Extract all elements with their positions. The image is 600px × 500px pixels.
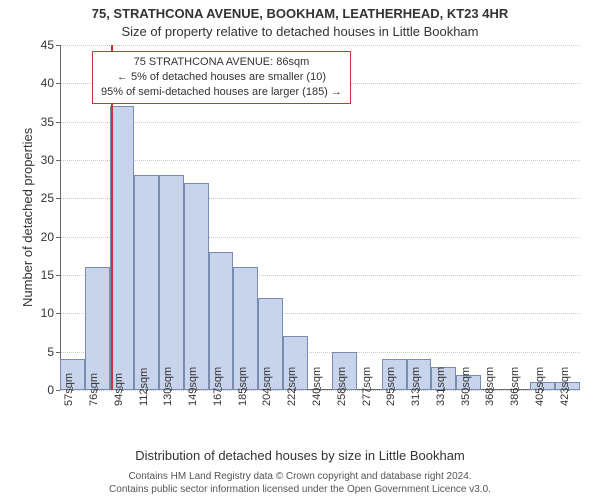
- y-axis-line: [60, 45, 61, 390]
- annotation-line-2: ← 5% of detached houses are smaller (10): [101, 70, 342, 85]
- histogram-bar: [134, 175, 159, 390]
- y-tick-label: 30: [4, 153, 54, 167]
- histogram-bar: [110, 106, 135, 390]
- y-tick-label: 45: [4, 38, 54, 52]
- y-tick-mark: [56, 198, 60, 199]
- figure-container: 75, STRATHCONA AVENUE, BOOKHAM, LEATHERH…: [0, 0, 600, 500]
- footer-line-1: Contains HM Land Registry data © Crown c…: [0, 470, 600, 483]
- title-line-2: Size of property relative to detached ho…: [0, 24, 600, 39]
- y-tick-mark: [56, 352, 60, 353]
- y-tick-mark: [56, 313, 60, 314]
- y-tick-label: 10: [4, 306, 54, 320]
- footer-line-2: Contains public sector information licen…: [0, 483, 600, 496]
- y-tick-label: 5: [4, 345, 54, 359]
- y-tick-label: 25: [4, 191, 54, 205]
- chart-plot-area: 05101520253035404557sqm76sqm94sqm112sqm1…: [60, 45, 580, 390]
- x-axis-label: Distribution of detached houses by size …: [0, 448, 600, 463]
- y-gridline: [60, 160, 580, 161]
- y-tick-mark: [56, 160, 60, 161]
- histogram-bar: [85, 267, 110, 390]
- annotation-line-3: 95% of semi-detached houses are larger (…: [101, 85, 342, 100]
- property-annotation-box: 75 STRATHCONA AVENUE: 86sqm← 5% of detac…: [92, 51, 351, 104]
- y-tick-mark: [56, 83, 60, 84]
- y-tick-mark: [56, 237, 60, 238]
- y-gridline: [60, 45, 580, 46]
- annotation-line-1: 75 STRATHCONA AVENUE: 86sqm: [101, 55, 342, 70]
- y-gridline: [60, 122, 580, 123]
- y-tick-label: 40: [4, 76, 54, 90]
- y-tick-label: 15: [4, 268, 54, 282]
- y-tick-label: 20: [4, 230, 54, 244]
- y-tick-label: 0: [4, 383, 54, 397]
- y-tick-mark: [56, 275, 60, 276]
- y-tick-label: 35: [4, 115, 54, 129]
- title-line-1: 75, STRATHCONA AVENUE, BOOKHAM, LEATHERH…: [0, 6, 600, 21]
- y-tick-mark: [56, 45, 60, 46]
- y-tick-mark: [56, 122, 60, 123]
- y-tick-mark: [56, 390, 60, 391]
- attribution-footer: Contains HM Land Registry data © Crown c…: [0, 470, 600, 496]
- histogram-bar: [184, 183, 209, 390]
- histogram-bar: [159, 175, 184, 390]
